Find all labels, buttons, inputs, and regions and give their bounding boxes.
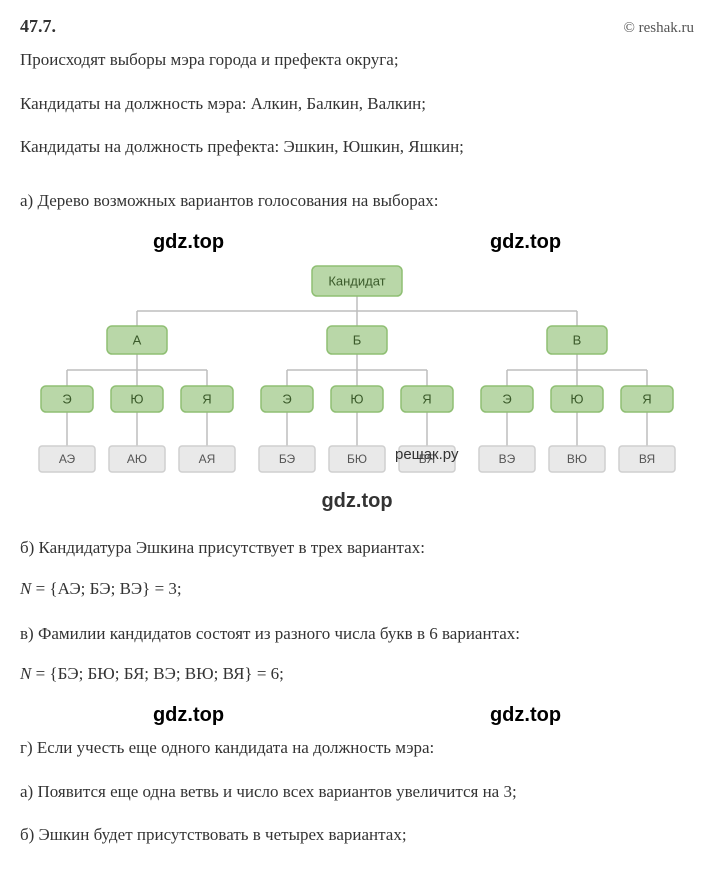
svg-text:ВЭ: ВЭ xyxy=(499,452,516,466)
watermark-reshak: решак.ру xyxy=(395,446,458,463)
svg-text:Кандидат: Кандидат xyxy=(328,274,385,289)
svg-text:Я: Я xyxy=(642,392,651,407)
svg-text:Э: Э xyxy=(62,392,71,407)
intro-line-3: Кандидаты на должность префекта: Эшкин, … xyxy=(20,134,694,160)
part-a-label: а) Дерево возможных вариантов голосовани… xyxy=(20,188,694,214)
svg-text:Э: Э xyxy=(282,392,291,407)
svg-text:Б: Б xyxy=(353,333,362,348)
part-b-label: б) Кандидатура Эшкина присутствует в тре… xyxy=(20,535,694,561)
svg-text:Ю: Ю xyxy=(570,392,583,407)
part-g-label: г) Если учесть еще одного кандидата на д… xyxy=(20,735,694,761)
tree-diagram: КандидатАБВЭЮЯЭЮЯЭЮЯАЭАЮАЯБЭБЮБЯВЭВЮВЯ xyxy=(20,256,694,486)
svg-text:Ю: Ю xyxy=(350,392,363,407)
svg-text:БЭ: БЭ xyxy=(279,452,296,466)
copyright: © reshak.ru xyxy=(623,20,694,37)
watermark-gdz: gdz.top xyxy=(153,704,224,727)
watermark-gdz: gdz.top xyxy=(490,231,561,254)
svg-text:Э: Э xyxy=(502,392,511,407)
svg-text:БЮ: БЮ xyxy=(347,452,367,466)
watermark-row-bottom: gdz.top gdz.top xyxy=(20,704,694,727)
svg-text:АЯ: АЯ xyxy=(199,452,216,466)
intro-line-2: Кандидаты на должность мэра: Алкин, Балк… xyxy=(20,91,694,117)
watermark-gdz: gdz.top xyxy=(153,231,224,254)
part-v-formula: N = {БЭ; БЮ; БЯ; ВЭ; ВЮ; ВЯ} = 6; xyxy=(20,664,694,684)
svg-text:АЮ: АЮ xyxy=(127,452,147,466)
svg-text:АЭ: АЭ xyxy=(59,452,76,466)
svg-text:А: А xyxy=(133,333,142,348)
svg-text:ВЮ: ВЮ xyxy=(567,452,587,466)
svg-text:В: В xyxy=(573,333,582,348)
part-b-formula: N = {АЭ; БЭ; ВЭ} = 3; xyxy=(20,579,694,599)
svg-text:ВЯ: ВЯ xyxy=(639,452,655,466)
part-v-label: в) Фамилии кандидатов состоят из разного… xyxy=(20,621,694,647)
problem-number: 47.7. xyxy=(20,16,56,37)
intro-line-1: Происходят выборы мэра города и префекта… xyxy=(20,47,694,73)
svg-text:Ю: Ю xyxy=(130,392,143,407)
watermark-gdz-center: gdz.top xyxy=(20,490,694,513)
svg-text:Я: Я xyxy=(422,392,431,407)
part-g-sub-b: б) Эшкин будет присутствовать в четырех … xyxy=(20,822,694,848)
watermark-row-top: gdz.top gdz.top xyxy=(20,231,694,254)
watermark-gdz: gdz.top xyxy=(490,704,561,727)
svg-text:Я: Я xyxy=(202,392,211,407)
part-g-sub-a: а) Появится еще одна ветвь и число всех … xyxy=(20,779,694,805)
